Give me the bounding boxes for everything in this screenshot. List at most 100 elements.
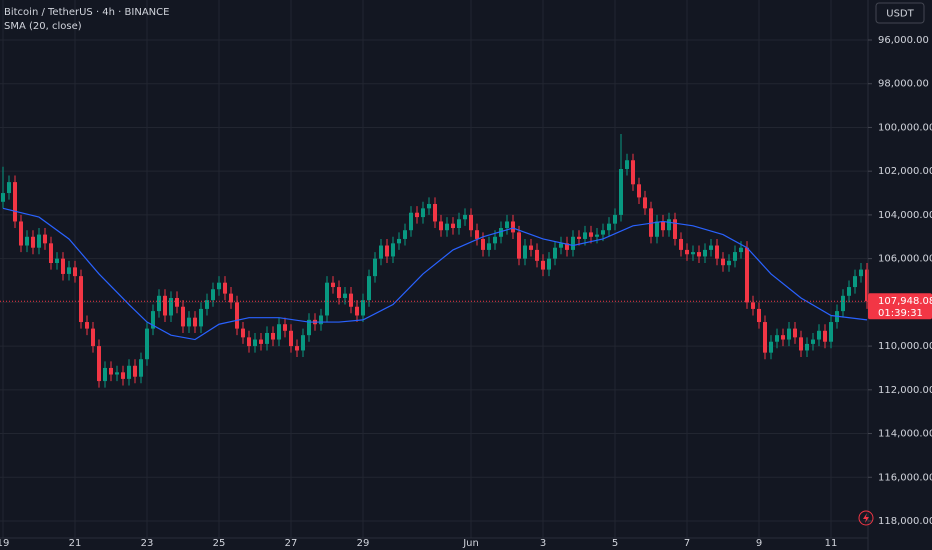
candle-body [847, 287, 851, 296]
candle-body [721, 258, 725, 266]
x-tick-label: 27 [285, 538, 298, 549]
candle-body [565, 243, 569, 250]
x-tick-label: 23 [141, 538, 154, 549]
candle-body [691, 252, 695, 255]
candle-body [511, 221, 515, 233]
candle-body [19, 221, 23, 246]
candle-body [79, 276, 83, 323]
candle-body [655, 221, 659, 237]
candle-body [73, 267, 77, 277]
candle-body [463, 214, 467, 220]
candle-body [277, 324, 281, 340]
candle-body [97, 346, 101, 382]
candle-body [13, 182, 17, 222]
candle-body [193, 317, 197, 327]
candle-body [337, 287, 341, 298]
candle-body [577, 236, 581, 239]
candle-body [331, 282, 335, 288]
candle-body [121, 372, 125, 379]
candle-body [643, 197, 647, 209]
x-tick-label: 9 [756, 538, 762, 549]
candle-body [673, 219, 677, 239]
candle-body [1, 193, 5, 202]
currency-label[interactable]: USDT [886, 9, 914, 20]
candle-body [427, 203, 431, 209]
candle-body [583, 232, 587, 239]
candle-body [631, 160, 635, 185]
candle-body [703, 249, 707, 257]
y-tick-label: 116,000.00 [878, 472, 932, 483]
candle-body [505, 221, 509, 229]
candle-body [49, 243, 53, 264]
x-tick-label: 11 [825, 538, 838, 549]
candle-body [793, 328, 797, 338]
candle-body [649, 208, 653, 237]
last-price-tag [868, 293, 932, 320]
candle-body [61, 258, 65, 274]
candle-body [397, 238, 401, 244]
candle-body [811, 339, 815, 344]
candle-body [343, 293, 347, 298]
candle-body [859, 269, 863, 277]
candle-body [271, 332, 275, 340]
candle-body [31, 236, 35, 248]
candle-body [529, 245, 533, 250]
candle-body [367, 276, 371, 301]
candle-body [241, 328, 245, 338]
candle-body [799, 337, 803, 351]
candle-body [487, 243, 491, 250]
candle-body [829, 322, 833, 342]
candle-body [253, 339, 257, 347]
candle-body [67, 267, 71, 274]
candle-body [211, 289, 215, 301]
candle-body [415, 212, 419, 218]
candle-body [265, 332, 269, 344]
candle-body [727, 260, 731, 266]
candle-body [433, 203, 437, 222]
candle-body [559, 243, 563, 248]
candle-body [637, 184, 641, 198]
x-tick-label: 19 [0, 538, 9, 549]
candle-body [43, 234, 47, 244]
candle-body [181, 306, 185, 327]
candle-body [661, 221, 665, 231]
candle-body [247, 337, 251, 347]
candle-body [607, 223, 611, 231]
plot [1, 134, 869, 388]
candle-body [361, 300, 365, 316]
candle-body [7, 182, 11, 194]
candle-body [535, 249, 539, 261]
candle-body [769, 341, 773, 353]
y-tick-label: 96,000.00 [878, 35, 929, 46]
chart-title: Bitcoin / TetherUS · 4h · BINANCE [4, 7, 169, 18]
x-tick-label: Jun [462, 538, 479, 549]
x-tick-label: 7 [684, 538, 690, 549]
y-tick-label: 118,000.00 [878, 516, 932, 527]
currency-button[interactable] [875, 2, 925, 24]
candle-body [547, 258, 551, 270]
candle-body [481, 238, 485, 250]
candle-body [601, 230, 605, 235]
candle-body [439, 221, 443, 231]
candle-body [379, 245, 383, 259]
x-tick-label: 25 [213, 538, 226, 549]
candle-body [91, 328, 95, 347]
y-tick-label: 100,000.00 [878, 122, 932, 133]
y-tick-label: 106,000.00 [878, 254, 932, 265]
candle-body [865, 269, 869, 302]
y-tick-label: 114,000.00 [878, 429, 932, 440]
indicator-label: SMA (20, close) [4, 21, 82, 32]
candle-body [349, 293, 353, 307]
candle-body [457, 219, 461, 229]
sma-line [2, 207, 868, 341]
candle-body [187, 317, 191, 327]
candle-body [229, 293, 233, 303]
candle-body [853, 276, 857, 288]
candle-body [775, 335, 779, 342]
candle-body [451, 223, 455, 229]
candle-body [133, 365, 137, 377]
alert-icon[interactable] [858, 510, 874, 526]
candle-body [589, 232, 593, 237]
candle-body [739, 247, 743, 253]
